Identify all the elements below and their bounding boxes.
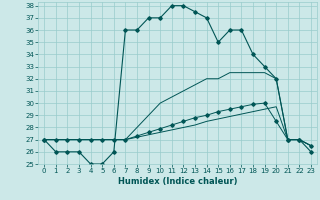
X-axis label: Humidex (Indice chaleur): Humidex (Indice chaleur) [118,177,237,186]
